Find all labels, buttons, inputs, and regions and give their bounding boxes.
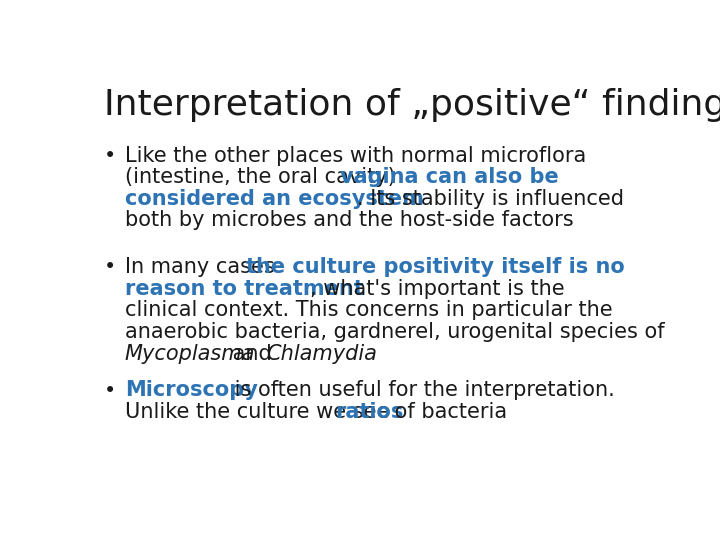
Text: Chlamydia: Chlamydia: [266, 343, 377, 363]
Text: (intestine, the oral cavity): (intestine, the oral cavity): [125, 167, 402, 187]
Text: •: •: [104, 146, 116, 166]
Text: ratios: ratios: [335, 402, 403, 422]
Text: vagina can also be: vagina can also be: [340, 167, 559, 187]
Text: the culture positivity itself is no: the culture positivity itself is no: [246, 257, 625, 278]
Text: Like the other places with normal microflora: Like the other places with normal microf…: [125, 146, 586, 166]
Text: both by microbes and the host-side factors: both by microbes and the host-side facto…: [125, 211, 574, 231]
Text: is often useful for the interpretation.: is often useful for the interpretation.: [228, 381, 615, 401]
Text: •: •: [104, 257, 116, 278]
Text: considered an ecosystem: considered an ecosystem: [125, 189, 424, 209]
Text: and: and: [226, 343, 279, 363]
Text: Unlike the culture we see: Unlike the culture we see: [125, 402, 396, 422]
Text: In many cases: In many cases: [125, 257, 282, 278]
Text: Microscopy: Microscopy: [125, 381, 258, 401]
Text: reason to treatment: reason to treatment: [125, 279, 364, 299]
Text: clinical context. This concerns in particular the: clinical context. This concerns in parti…: [125, 300, 613, 320]
Text: . Its stability is influenced: . Its stability is influenced: [356, 189, 624, 209]
Text: , what's important is the: , what's important is the: [310, 279, 564, 299]
Text: Interpretation of „positive“ findings: Interpretation of „positive“ findings: [104, 88, 720, 122]
Text: anaerobic bacteria, gardnerel, urogenital species of: anaerobic bacteria, gardnerel, urogenita…: [125, 322, 665, 342]
Text: Mycoplasma: Mycoplasma: [125, 343, 256, 363]
Text: •: •: [104, 381, 116, 401]
Text: of bacteria: of bacteria: [388, 402, 507, 422]
